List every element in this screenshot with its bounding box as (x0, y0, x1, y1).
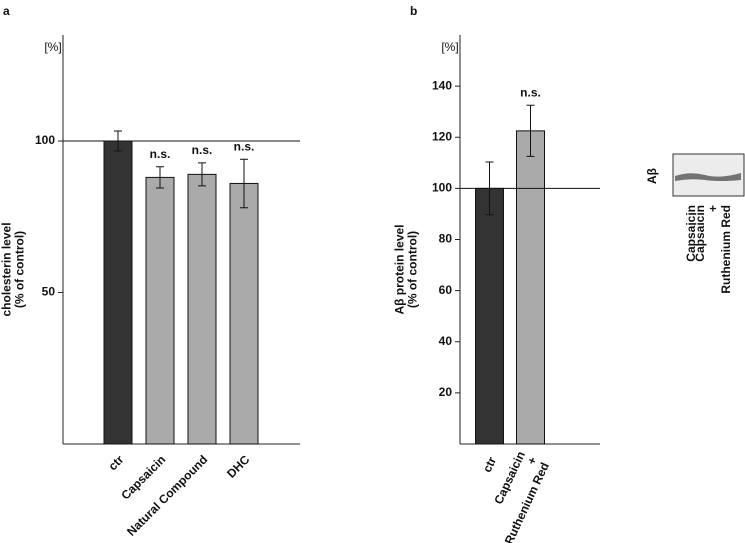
error-bar (240, 158, 248, 209)
bar (516, 130, 545, 445)
x-tick-label: ctr (480, 454, 499, 474)
y-tick-label: 50 (42, 285, 56, 299)
panel-letter: b (410, 4, 417, 18)
blot-lane-label: Capsaicin+Ruthenium Red (693, 205, 733, 294)
y-tick-label: 120 (432, 129, 452, 143)
error-bar (198, 162, 206, 187)
unit-label: [%] (44, 40, 61, 54)
blot-band (675, 173, 741, 181)
bar (229, 182, 259, 445)
error-bar (526, 104, 535, 157)
y-tick-label: 100 (432, 181, 452, 195)
annotation: n.s. (150, 147, 171, 161)
bar (187, 173, 217, 445)
x-tick-label: ctr (106, 452, 127, 473)
annotation: n.s. (520, 85, 541, 99)
y-tick-label: 60 (439, 283, 453, 297)
blot-lane-label: Capsaicin (684, 205, 698, 262)
unit-label: [%] (441, 40, 458, 54)
x-tick-label: DHC (224, 452, 253, 481)
error-bar (156, 166, 164, 189)
annotation: n.s. (234, 139, 255, 153)
annotation: n.s. (192, 143, 213, 157)
panel-letter: a (3, 4, 10, 18)
y-tick-label: 80 (439, 232, 453, 246)
x-tick-label: Natural Compound (124, 452, 210, 538)
y-axis-label: cholesterin level(% of control) (0, 222, 27, 316)
y-tick-label: 40 (439, 334, 453, 348)
y-tick-label: 20 (439, 385, 453, 399)
bar (145, 176, 175, 445)
y-tick-label: 100 (35, 133, 55, 147)
y-tick-label: 140 (432, 78, 452, 92)
bar (103, 140, 133, 445)
bar (475, 187, 504, 445)
y-axis-label: Aβ protein level(% of control) (393, 224, 420, 314)
blot-label: Aβ (645, 168, 659, 184)
